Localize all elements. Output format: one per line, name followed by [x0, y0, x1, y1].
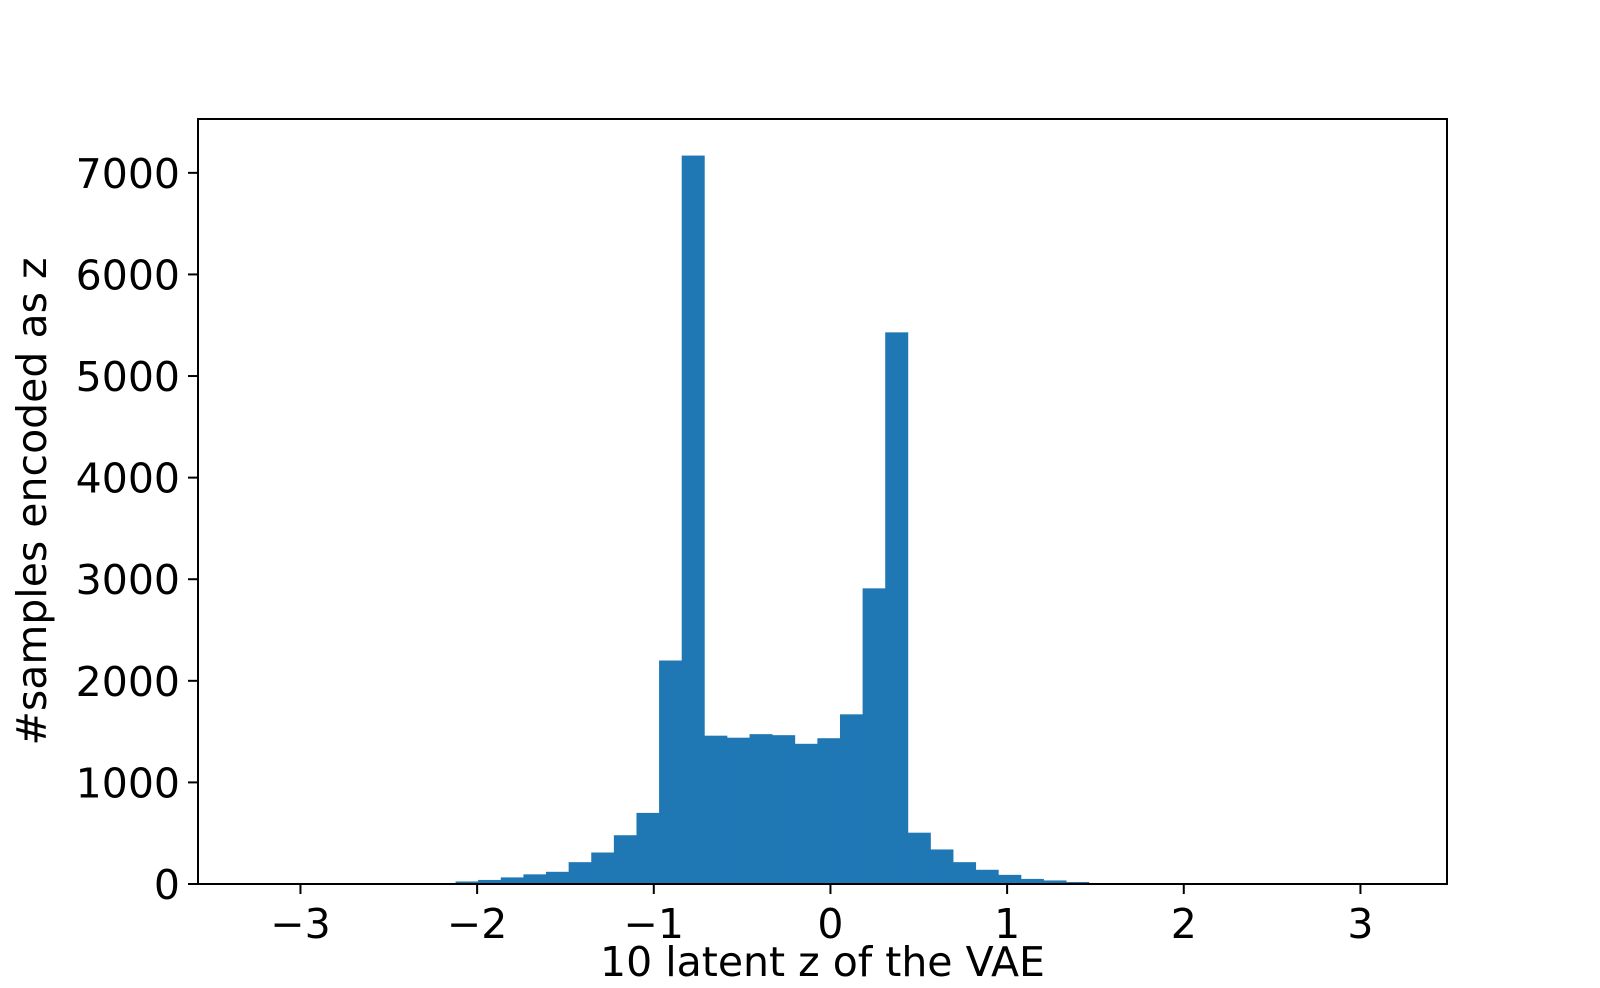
histogram-bar [1043, 880, 1067, 884]
histogram-bar [478, 879, 502, 884]
x-tick-label: 1 [994, 900, 1020, 948]
histogram-bar [975, 869, 999, 884]
histogram-bar [885, 332, 909, 884]
y-tick-label: 7000 [76, 150, 180, 198]
y-tick-label: 3000 [76, 556, 180, 604]
x-tick-label: −3 [270, 900, 330, 948]
histogram-bar [726, 737, 750, 884]
y-axis-label: #samples encoded as z [8, 258, 56, 746]
y-tick-label: 4000 [76, 455, 180, 503]
histogram-bar [772, 735, 796, 884]
y-tick-label: 0 [154, 861, 180, 909]
histogram-bar [523, 874, 547, 884]
y-tick-label: 5000 [76, 353, 180, 401]
x-axis-label: 10 latent z of the VAE [600, 938, 1045, 986]
y-tick-label: 1000 [76, 759, 180, 807]
histogram-bar [613, 835, 637, 884]
x-tick-label: 2 [1171, 900, 1197, 948]
histogram-bar [953, 862, 977, 884]
histogram-bar [546, 871, 570, 884]
x-axis-ticks: −3 −2 −1 0 1 2 3 [270, 884, 1373, 948]
x-tick-label: −2 [447, 900, 507, 948]
x-tick-label: 0 [817, 900, 843, 948]
y-axis-ticks: 0 1000 2000 3000 4000 5000 6000 7000 [76, 150, 198, 909]
histogram-bar [681, 155, 705, 884]
x-tick-label: 3 [1347, 900, 1373, 948]
histogram-bar [704, 735, 728, 884]
histogram-bar [839, 714, 864, 884]
histogram-bar [1066, 881, 1090, 884]
histogram-bar [455, 881, 479, 884]
histogram-bar [907, 832, 931, 884]
histogram-bar [591, 852, 615, 884]
histogram-bar [817, 738, 841, 884]
histogram-bar [636, 812, 660, 884]
histogram-bar [568, 862, 592, 884]
histogram-bar [659, 660, 683, 884]
y-tick-label: 6000 [76, 251, 180, 299]
histogram-bar [794, 743, 818, 884]
y-tick-label: 2000 [76, 658, 180, 706]
plot-frame [197, 118, 1448, 885]
histogram-bar [930, 849, 954, 884]
histogram-bar [1020, 878, 1044, 884]
histogram-bar [862, 588, 886, 884]
bars-group [432, 155, 1225, 884]
x-tick-label: −1 [624, 900, 684, 948]
histogram-bar [749, 734, 773, 884]
histogram-bar [500, 877, 524, 884]
histogram-bar [998, 874, 1022, 884]
